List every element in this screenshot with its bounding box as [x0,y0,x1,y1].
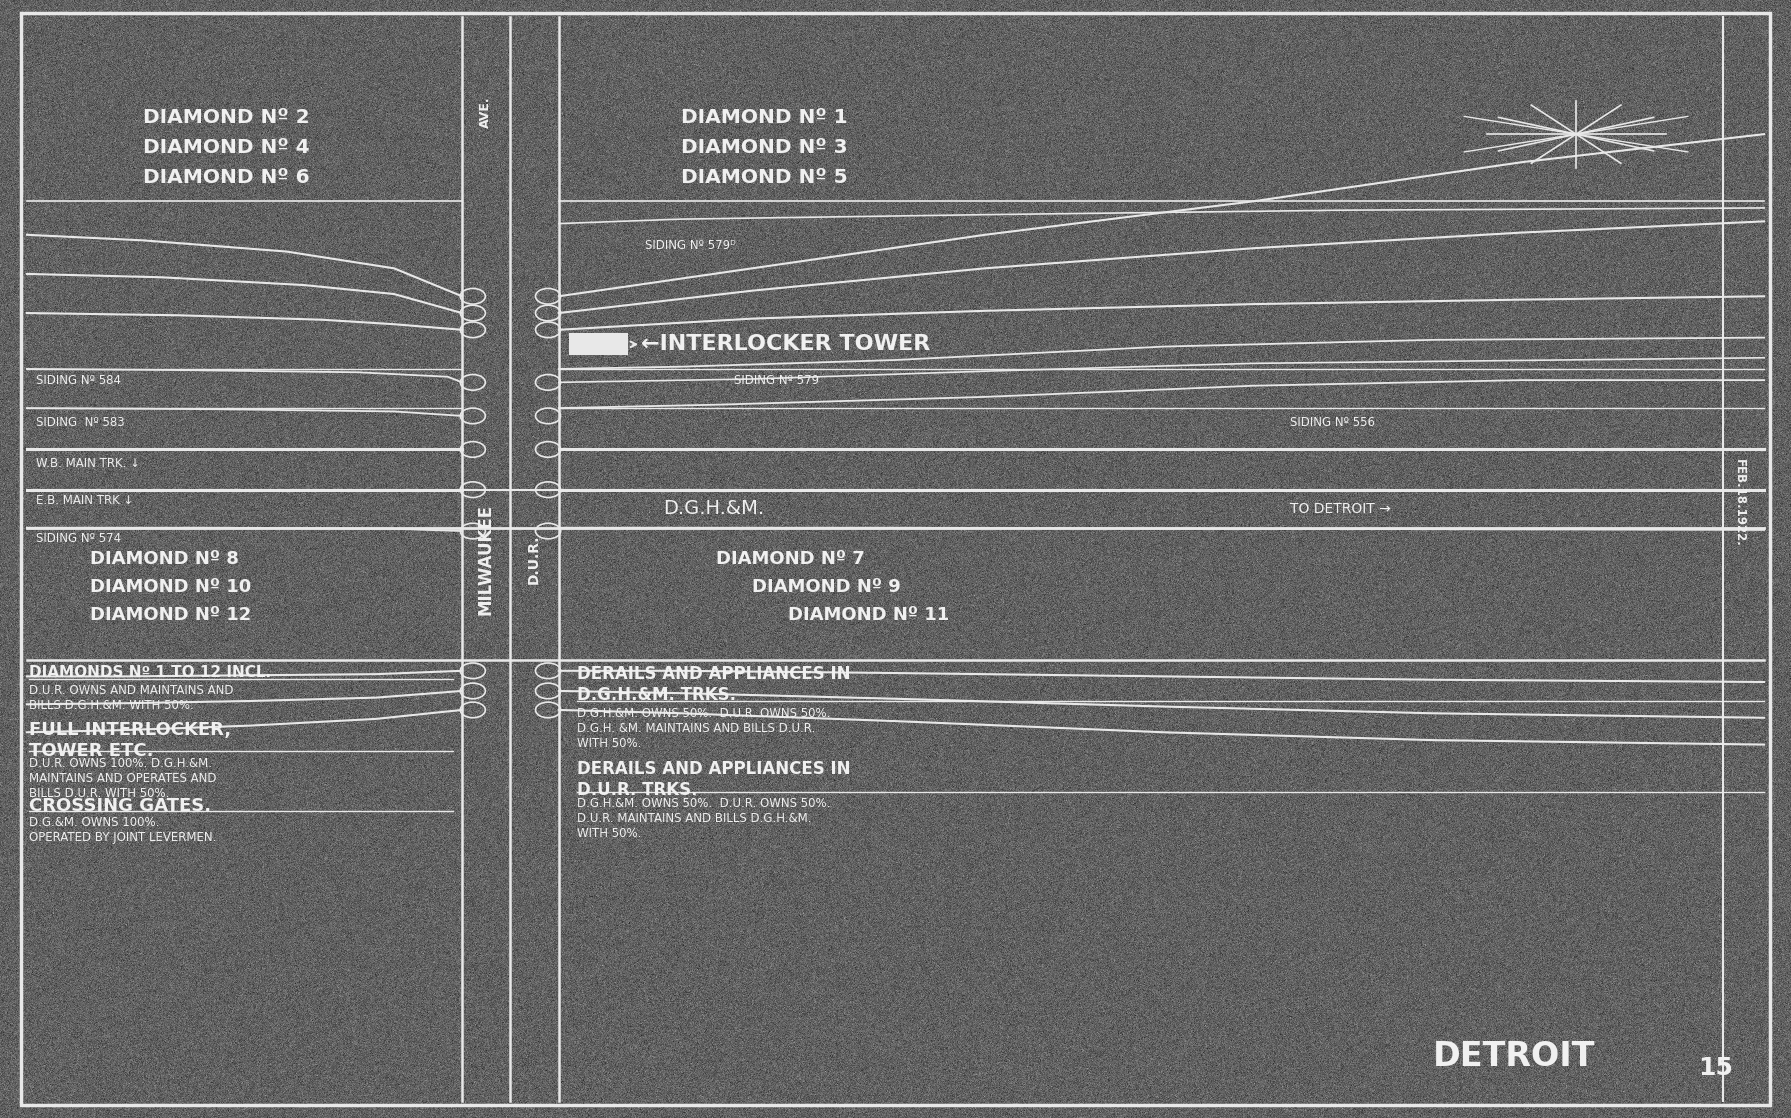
Text: DIAMOND Nº 2: DIAMOND Nº 2 [143,108,310,126]
Text: SIDING  Nº 583: SIDING Nº 583 [36,416,124,429]
Text: DIAMOND Nº 10: DIAMOND Nº 10 [90,578,251,596]
Text: SIDING Nº 584: SIDING Nº 584 [36,373,120,387]
Text: D.G.&M. OWNS 100%.
OPERATED BY JOINT LEVERMEN.: D.G.&M. OWNS 100%. OPERATED BY JOINT LEV… [29,816,217,844]
Text: DIAMOND Nº 12: DIAMOND Nº 12 [90,606,251,624]
Text: ←INTERLOCKER TOWER: ←INTERLOCKER TOWER [641,334,931,354]
Text: AVE.: AVE. [478,96,493,127]
Text: SIDING Nº 574: SIDING Nº 574 [36,532,122,546]
Text: FEB.18.1922.: FEB.18.1922. [1732,459,1746,547]
Text: D.G.H.&M. OWNS 50%.  D.U.R. OWNS 50%.
D.U.R. MAINTAINS AND BILLS D.G.H.&M.
WITH : D.G.H.&M. OWNS 50%. D.U.R. OWNS 50%. D.U… [577,797,829,840]
Text: DIAMOND Nº 7: DIAMOND Nº 7 [716,550,865,568]
Text: MILWAUKEE: MILWAUKEE [476,503,494,615]
Text: DIAMOND Nº 1: DIAMOND Nº 1 [681,108,847,126]
Text: TO DETROIT →: TO DETROIT → [1290,502,1390,515]
Text: E.B. MAIN TRK ↓: E.B. MAIN TRK ↓ [36,494,133,508]
Text: D.G.H.&M. OWNS 50%.  D.U.R. OWNS 50%.
D.G.H. &M. MAINTAINS AND BILLS D.U.R.
WITH: D.G.H.&M. OWNS 50%. D.U.R. OWNS 50%. D.G… [577,707,829,749]
Text: DIAMONDS Nº 1 TO 12 INCL.: DIAMONDS Nº 1 TO 12 INCL. [29,665,270,680]
Bar [570,334,627,354]
Text: 15: 15 [1698,1055,1734,1080]
Text: DERAILS AND APPLIANCES IN
D.U.R. TRKS.: DERAILS AND APPLIANCES IN D.U.R. TRKS. [577,760,851,799]
Text: DIAMOND Nº 6: DIAMOND Nº 6 [143,169,310,187]
Text: DIAMOND Nº 3: DIAMOND Nº 3 [681,139,847,157]
Text: SIDING Nº 579: SIDING Nº 579 [734,373,820,387]
Text: FULL INTERLOCKER,
TOWER ETC.: FULL INTERLOCKER, TOWER ETC. [29,721,231,760]
Text: SIDING Nº 579ᴰ: SIDING Nº 579ᴰ [645,239,736,253]
Text: W.B. MAIN TRK. ↓: W.B. MAIN TRK. ↓ [36,457,140,471]
Text: DERAILS AND APPLIANCES IN
D.G.H.&M. TRKS.: DERAILS AND APPLIANCES IN D.G.H.&M. TRKS… [577,665,851,704]
Text: D.G.H.&M.: D.G.H.&M. [663,500,763,518]
Text: DETROIT: DETROIT [1433,1040,1596,1073]
Text: DIAMOND Nº 11: DIAMOND Nº 11 [788,606,949,624]
Text: DIAMOND Nº 8: DIAMOND Nº 8 [90,550,238,568]
Text: DIAMOND Nº 5: DIAMOND Nº 5 [681,169,847,187]
Text: CROSSING GATES.: CROSSING GATES. [29,797,211,815]
Text: DIAMOND Nº 4: DIAMOND Nº 4 [143,139,310,157]
Text: D.U.R. OWNS 100%. D.G.H.&M.
MAINTAINS AND OPERATES AND
BILLS D.U.R. WITH 50%.: D.U.R. OWNS 100%. D.G.H.&M. MAINTAINS AN… [29,757,217,799]
Text: D.U.R.: D.U.R. [527,534,541,584]
Text: DIAMOND Nº 9: DIAMOND Nº 9 [752,578,901,596]
Text: D.U.R. OWNS AND MAINTAINS AND
BILLS D.G.H.&M. WITH 50%.: D.U.R. OWNS AND MAINTAINS AND BILLS D.G.… [29,684,233,712]
Text: SIDING Nº 556: SIDING Nº 556 [1290,416,1374,429]
